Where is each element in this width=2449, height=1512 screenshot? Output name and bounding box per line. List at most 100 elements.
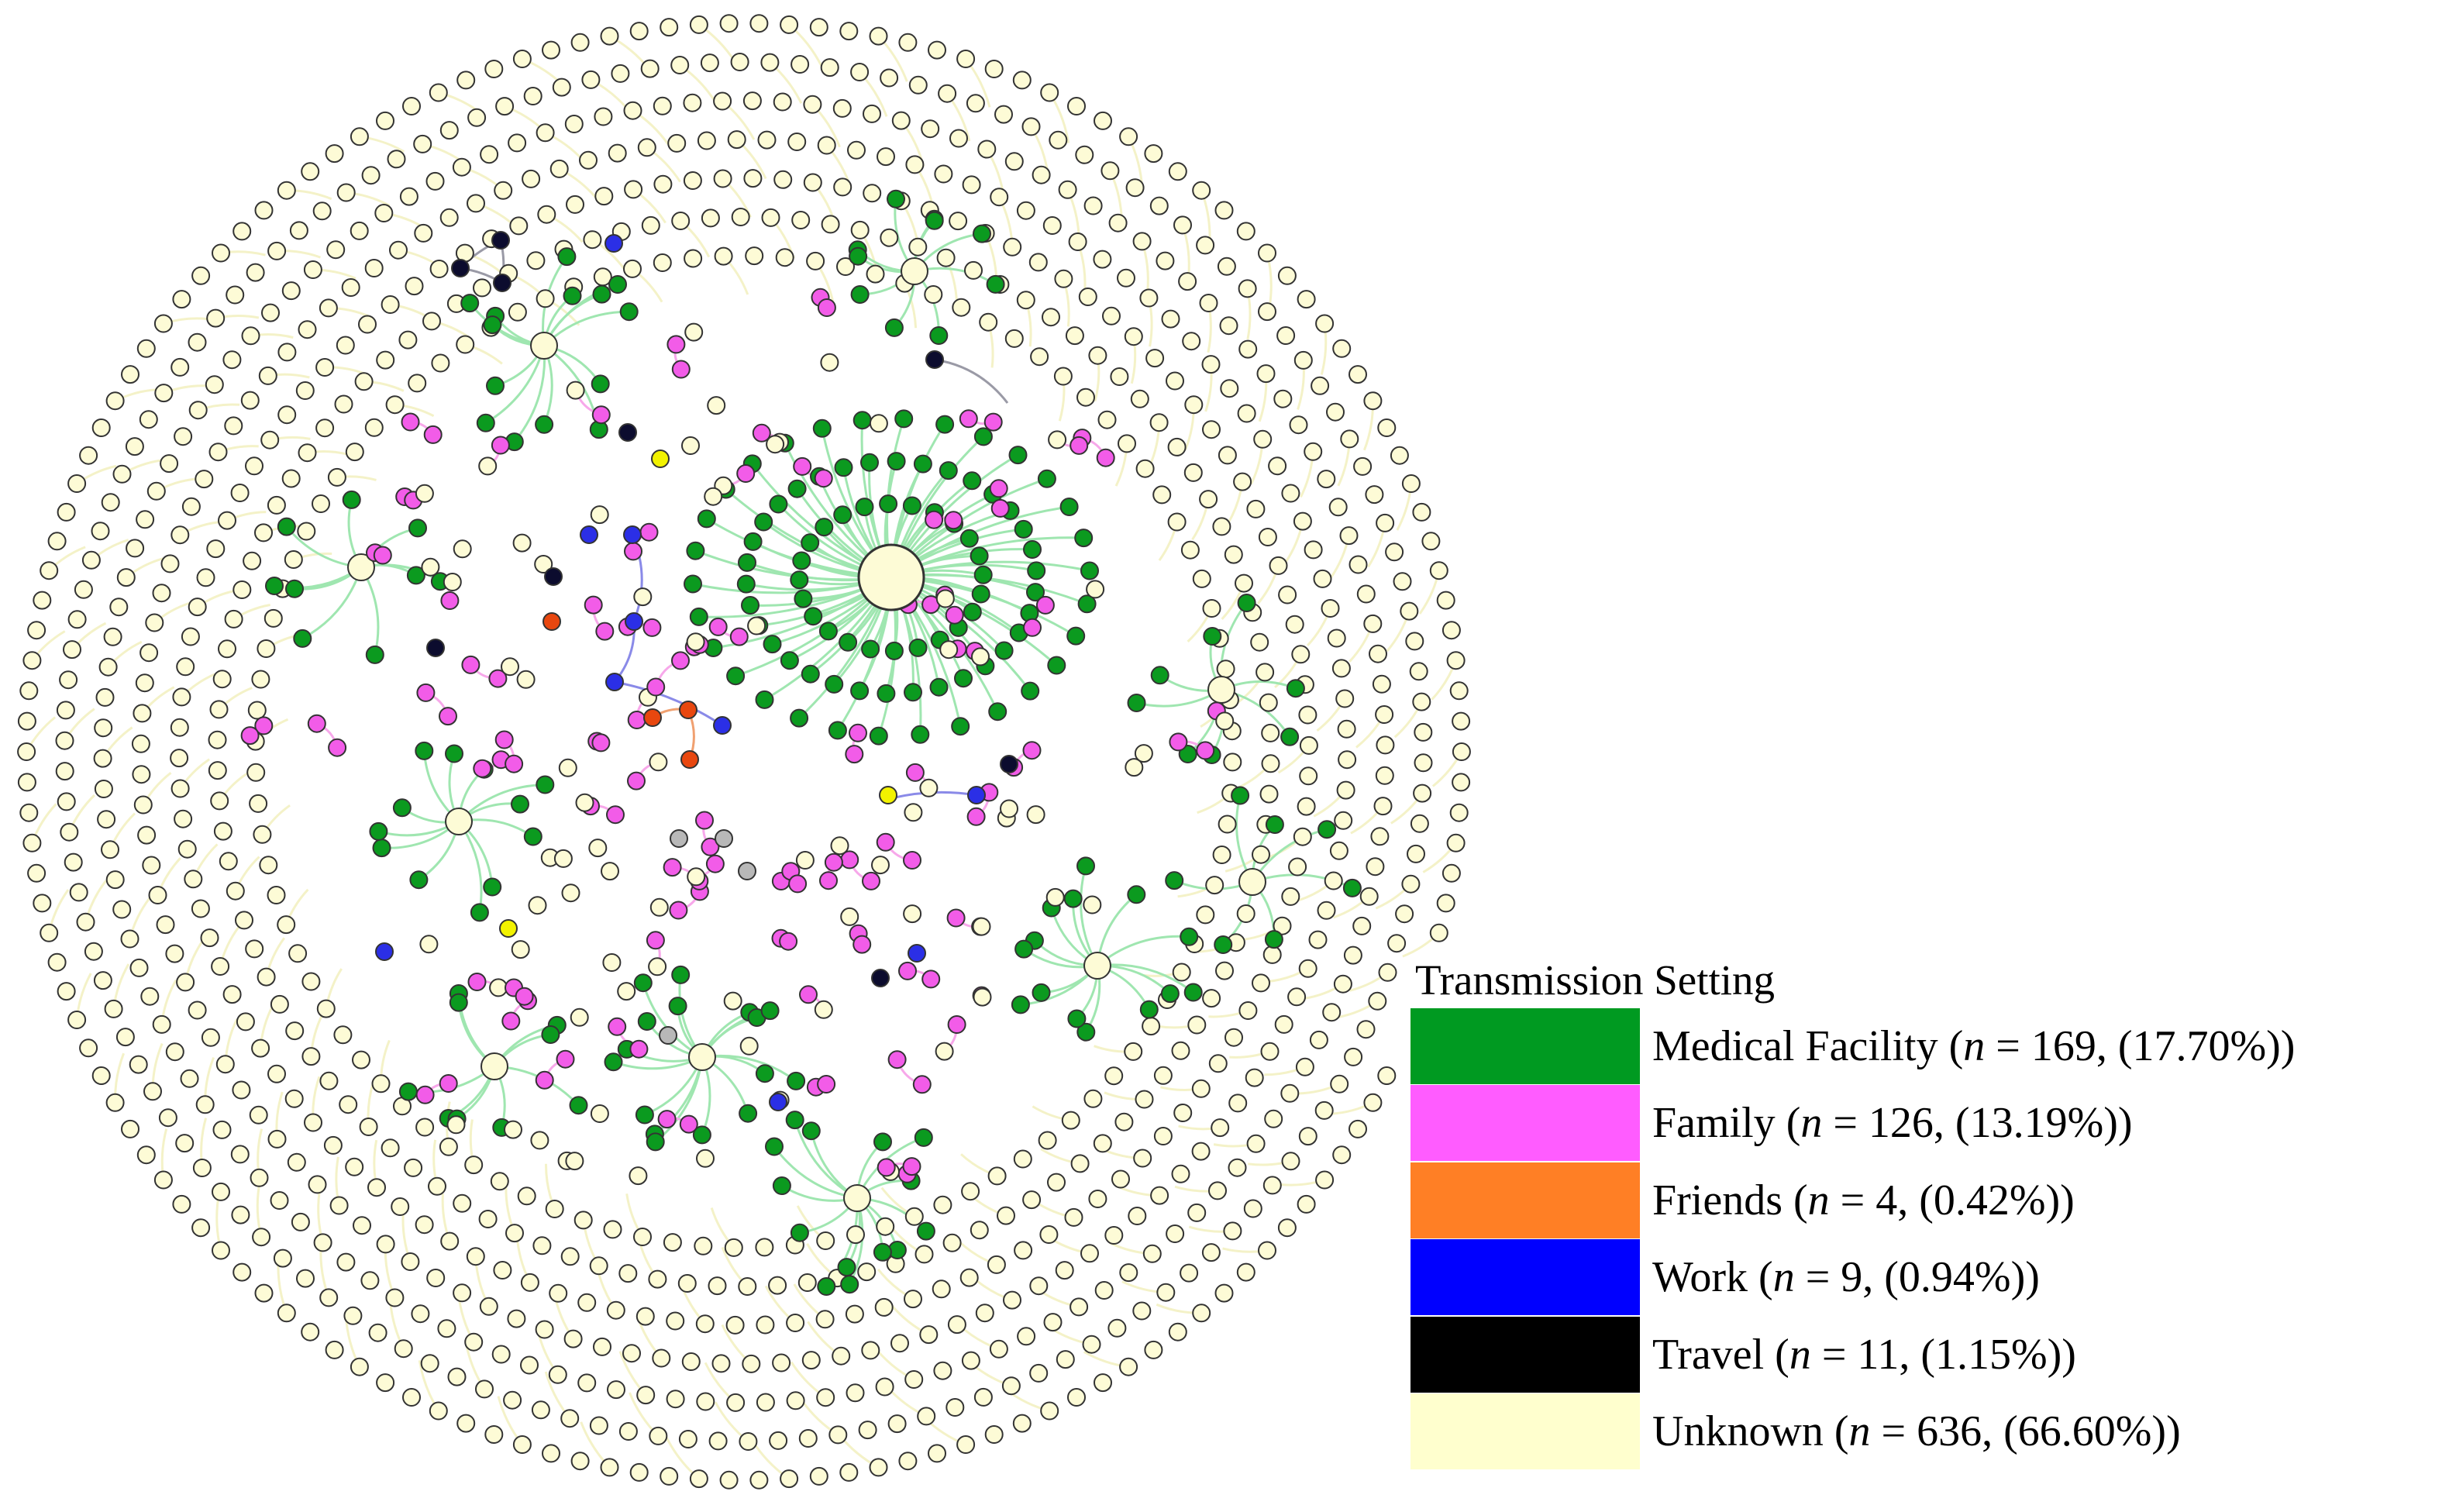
unknown-node (1363, 391, 1383, 411)
family-node (595, 622, 615, 641)
friends-node (542, 612, 561, 631)
unknown-node (447, 1367, 467, 1386)
unknown-node (987, 1166, 1007, 1186)
legend-swatch-work (1410, 1239, 1640, 1316)
unknown-node (319, 1071, 339, 1090)
legend-text-travel: Travel (n = 11, (1.15%)) (1652, 1330, 2076, 1379)
unknown-node (1093, 250, 1112, 269)
unknown-node (731, 208, 750, 226)
unknown-node (994, 105, 1013, 124)
unknown-node (40, 561, 59, 580)
unknown-node (277, 405, 297, 425)
unknown-node (191, 266, 211, 285)
medical-node (557, 247, 577, 267)
medical-node (1183, 983, 1203, 1002)
travel-node (925, 350, 944, 369)
unknown-node (364, 259, 384, 277)
medical-node (1160, 984, 1180, 1004)
medical-node (894, 409, 914, 429)
unknown-node (241, 326, 260, 346)
unknown-node (253, 825, 272, 844)
unknown-node (1047, 1173, 1066, 1192)
unknown-node (176, 657, 195, 677)
unknown-node (970, 1221, 989, 1240)
unknown-node (453, 539, 472, 559)
medical-node (801, 664, 820, 684)
unknown-node (942, 1233, 962, 1252)
family-node (501, 1011, 521, 1031)
unknown-node (508, 302, 527, 322)
unknown-node (1201, 355, 1221, 374)
unknown-node (439, 121, 459, 140)
unknown-node (475, 1379, 494, 1399)
unknown-node (1125, 758, 1144, 777)
unknown-node (1258, 243, 1276, 263)
unknown-node (1238, 1001, 1258, 1020)
unknown-node (561, 883, 580, 903)
unknown-node (1178, 272, 1197, 291)
unknown-node (181, 627, 200, 646)
unknown-node (1352, 916, 1372, 935)
unknown-node (298, 320, 317, 339)
unknown-node (936, 248, 956, 267)
unknown-node (871, 856, 890, 875)
unknown-node (1144, 1340, 1163, 1359)
unknown-node (1387, 934, 1407, 953)
unknown-node (617, 982, 636, 1001)
legend-count: = 9, (0.94%)) (1794, 1253, 2040, 1302)
family-node (902, 1157, 921, 1176)
unknown-node (530, 1131, 549, 1150)
unknown-node (1107, 1318, 1127, 1338)
unknown-node (181, 497, 201, 516)
unknown-node (1335, 689, 1355, 708)
unknown-node (165, 944, 184, 963)
unknown-node (132, 765, 151, 784)
unknown-node (1067, 97, 1086, 115)
unknown-node (405, 277, 424, 296)
unknown-node (623, 259, 642, 278)
unknown-node (259, 856, 278, 875)
unknown-node (116, 568, 136, 587)
family-node (817, 298, 836, 317)
family-node (824, 852, 843, 872)
unknown-node (761, 208, 780, 227)
unknown-node (560, 1247, 580, 1266)
medical-node (1076, 1022, 1096, 1042)
work-node (623, 525, 642, 544)
unknown-node (1118, 434, 1136, 453)
transmission-network-graph (17, 14, 1471, 1490)
unknown-node (1366, 857, 1385, 877)
medical-node (398, 1082, 418, 1101)
unknown-node (791, 211, 811, 229)
unknown-node (359, 1118, 378, 1136)
unknown-node (1214, 201, 1234, 220)
family-node (627, 711, 646, 729)
family-node (819, 871, 838, 890)
family-node (556, 1049, 575, 1069)
transmission-legend: Transmission Setting Medical Facility (n… (1410, 953, 2441, 1470)
unknown-node (1219, 316, 1238, 336)
unknown-node (1258, 1241, 1276, 1260)
unknown-node (466, 1247, 485, 1266)
unknown-node (816, 1388, 835, 1407)
unknown-node (817, 136, 836, 155)
medical-node (855, 498, 874, 517)
family-node (862, 871, 880, 890)
unknown-node (1191, 1142, 1211, 1161)
unknown-node (120, 929, 140, 949)
unknown-node (1068, 232, 1087, 251)
unknown-node (325, 1340, 344, 1359)
family-node (903, 851, 921, 870)
unknown-node (1337, 719, 1356, 739)
unknown-node (1124, 327, 1143, 346)
family-node (254, 716, 274, 735)
unknown-node (846, 1383, 865, 1403)
unknown-node (663, 1233, 682, 1252)
unknown-node (404, 1158, 423, 1177)
unknown-node (1124, 1042, 1143, 1061)
unknown-node (1262, 945, 1282, 964)
unknown-node (1144, 144, 1163, 164)
unknown-node (336, 183, 356, 202)
unknown-node (1261, 754, 1280, 773)
unknown-node (637, 138, 656, 157)
